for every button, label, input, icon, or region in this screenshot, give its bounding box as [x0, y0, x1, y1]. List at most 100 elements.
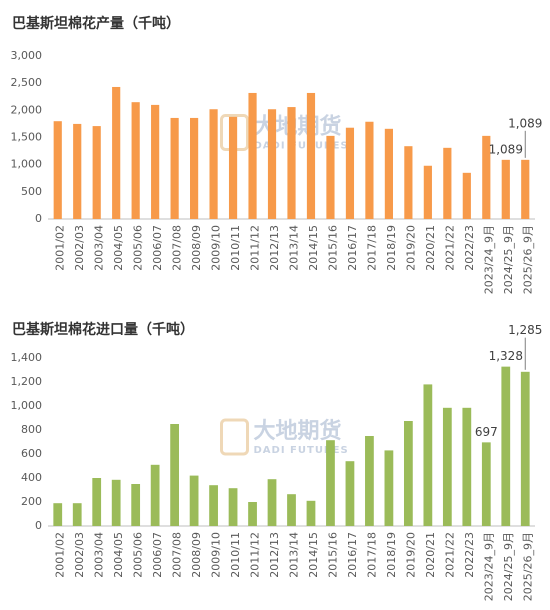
x-tick-label: 2001/02 [54, 225, 67, 271]
bar [345, 461, 355, 526]
bar [189, 475, 199, 526]
y-tick-label: 0 [35, 212, 42, 225]
bar [423, 165, 432, 219]
bar [92, 126, 101, 219]
y-tick-label: 3,000 [11, 49, 43, 62]
x-tick-label: 2011/12 [249, 225, 262, 271]
bar [384, 450, 394, 526]
x-tick-label: 2009/10 [210, 532, 223, 578]
bar [384, 128, 393, 219]
bar [462, 172, 471, 219]
watermark-en: DADI FUTURES [254, 141, 349, 152]
x-tick-label: 2007/08 [171, 225, 184, 271]
bar [423, 384, 433, 526]
bar [53, 121, 62, 219]
bar [404, 146, 413, 219]
x-tick-label: 2012/13 [268, 225, 281, 271]
x-tick-label: 2013/14 [288, 532, 301, 578]
x-tick-label: 2025/26_9月 [521, 225, 534, 294]
x-tick-label: 2004/05 [112, 225, 125, 271]
bar [92, 478, 102, 526]
x-tick-label: 2006/07 [151, 225, 164, 271]
x-tick-label: 2015/16 [326, 225, 339, 271]
y-tick-label: 0 [35, 519, 42, 532]
x-tick-label: 2013/14 [288, 225, 301, 271]
x-tick-label: 2003/04 [93, 225, 106, 271]
x-tick-label: 2004/05 [112, 532, 125, 578]
y-tick-label: 1,000 [11, 399, 43, 412]
x-tick-label: 2025/26_9月 [521, 532, 534, 601]
value-label: 1,089 [508, 116, 542, 130]
x-tick-label: 2024/25_9月 [502, 532, 515, 601]
x-tick-label: 2012/13 [268, 532, 281, 578]
bar [482, 135, 491, 219]
bar [72, 503, 82, 526]
bar [462, 407, 472, 526]
y-tick-label: 1,200 [11, 375, 43, 388]
x-tick-label: 2014/15 [307, 532, 320, 578]
y-tick-label: 500 [21, 185, 42, 198]
y-tick-label: 600 [21, 447, 42, 460]
bar [151, 104, 160, 219]
bar [131, 484, 141, 526]
bar [248, 92, 257, 219]
bar [345, 127, 355, 219]
value-label: 1,089 [489, 142, 523, 156]
x-tick-label: 2008/09 [190, 225, 203, 271]
x-tick-label: 2017/18 [365, 225, 378, 271]
watermark: 大地期货 [254, 418, 342, 444]
x-tick-label: 2003/04 [93, 532, 106, 578]
bar [112, 86, 121, 219]
x-tick-label: 2002/03 [73, 532, 86, 578]
x-tick-label: 2021/22 [443, 225, 456, 271]
bar [170, 117, 179, 219]
x-tick-label: 2019/20 [404, 532, 417, 578]
x-tick-label: 2010/11 [229, 225, 242, 271]
bar [403, 421, 413, 526]
x-tick-label: 2022/23 [463, 225, 476, 271]
bar [287, 107, 296, 219]
bar [170, 424, 180, 526]
bar [365, 121, 374, 219]
chart-title: 巴基斯坦棉花产量（千吨） [12, 15, 180, 32]
y-tick-label: 2,000 [11, 103, 43, 116]
bar [306, 92, 316, 219]
y-tick-label: 400 [21, 471, 42, 484]
watermark-logo [220, 418, 249, 456]
y-tick-label: 800 [21, 423, 42, 436]
bar [73, 123, 82, 219]
bar [326, 440, 335, 526]
x-tick-label: 2008/09 [190, 532, 203, 578]
y-tick-label: 1,000 [11, 158, 43, 171]
x-tick-label: 2010/11 [229, 532, 242, 578]
x-tick-label: 2021/22 [443, 532, 456, 578]
bar [442, 407, 452, 526]
x-tick-label: 2002/03 [73, 225, 86, 271]
x-tick-label: 2005/06 [132, 532, 145, 578]
bar [150, 464, 160, 526]
bar [326, 135, 335, 219]
bar [111, 479, 121, 526]
y-tick-label: 1,400 [11, 351, 43, 364]
x-tick-label: 2017/18 [365, 532, 378, 578]
x-tick-label: 2023/24_9月 [482, 225, 495, 294]
x-tick-label: 2019/20 [404, 225, 417, 271]
bar [131, 102, 140, 219]
bar [481, 442, 491, 526]
x-tick-label: 2014/15 [307, 225, 320, 271]
x-tick-label: 2023/24_9月 [482, 532, 495, 601]
value-label: 697 [475, 425, 498, 439]
bar [267, 109, 277, 219]
x-tick-label: 2018/19 [385, 532, 398, 578]
bar [365, 436, 374, 526]
bar [228, 116, 238, 219]
x-tick-label: 2022/23 [463, 532, 476, 578]
bar [501, 159, 510, 219]
y-tick-label: 1,500 [11, 131, 43, 144]
y-tick-label: 2,500 [11, 76, 43, 89]
x-tick-label: 2015/16 [326, 532, 339, 578]
bar [209, 485, 218, 526]
bar [520, 371, 530, 526]
bar [209, 109, 218, 219]
